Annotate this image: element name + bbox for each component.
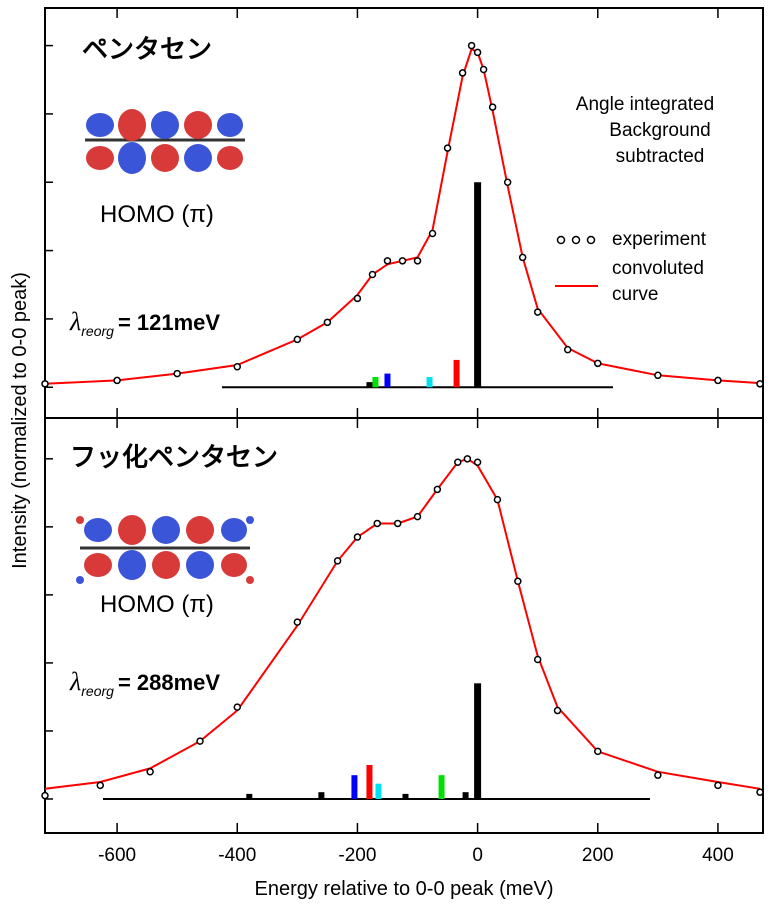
data-point	[553, 706, 562, 715]
stick-bar	[366, 382, 373, 388]
lambda-label: λreorg = 288meV	[69, 667, 220, 699]
data-point	[594, 359, 602, 368]
molecule-top	[85, 109, 245, 174]
data-point	[533, 655, 542, 664]
stick-bar	[372, 377, 379, 388]
lambda-subscript: reorg	[81, 683, 114, 699]
stick-bar	[384, 373, 391, 388]
data-point	[333, 557, 342, 565]
orbital-label: HOMO (π)	[100, 591, 214, 618]
data-point	[353, 294, 362, 303]
x-tick-label: -200	[338, 845, 376, 866]
data-point	[454, 458, 462, 466]
x-tick-label: -600	[98, 845, 136, 866]
x-tick-label: 0	[472, 845, 483, 866]
data-point	[714, 781, 722, 790]
stick-bar	[474, 182, 482, 388]
data-point	[443, 144, 452, 152]
stick-bar	[351, 775, 358, 799]
data-point	[173, 369, 181, 378]
annotation: Angle integrated	[575, 94, 715, 115]
data-point	[473, 458, 482, 466]
stick-bar	[246, 793, 253, 799]
data-point	[41, 380, 49, 388]
molecule-bottom	[76, 515, 254, 584]
lambda-symbol: λ	[69, 307, 81, 336]
fit-curve	[44, 47, 761, 385]
data-point	[514, 577, 522, 586]
stick-bar	[453, 359, 460, 388]
data-point	[458, 69, 467, 77]
data-point	[488, 103, 497, 111]
data-point	[413, 257, 422, 265]
stick-bar	[375, 783, 382, 799]
data-point	[503, 178, 512, 186]
lambda-symbol: λ	[69, 667, 81, 696]
data-point	[353, 533, 362, 541]
plot-frame	[44, 417, 764, 834]
data-point	[463, 455, 472, 463]
panel-title: フッ化ペンタセン	[70, 442, 278, 472]
x-tick-label: -400	[218, 845, 256, 866]
panel-title: ペンタセン	[82, 34, 212, 64]
data-point	[756, 788, 764, 796]
stick-bar	[462, 792, 469, 799]
stick-bar	[318, 792, 325, 799]
data-point	[533, 308, 542, 316]
data-point	[473, 48, 482, 57]
data-point	[96, 781, 105, 790]
data-point	[563, 345, 572, 354]
data-point	[146, 768, 154, 776]
data-point	[479, 65, 488, 74]
data-point	[654, 371, 662, 380]
data-point	[113, 376, 121, 385]
data-point	[196, 737, 204, 745]
x-tick-label: 400	[702, 845, 734, 866]
data-point	[383, 257, 392, 265]
data-point	[756, 380, 764, 388]
y-axis-label: Intensity (normalized to 0-0 peak)	[9, 272, 31, 569]
x-axis-label: Energy relative to 0-0 peak (meV)	[254, 878, 553, 900]
data-point	[233, 363, 242, 371]
data-point	[493, 495, 502, 504]
lambda-value: = 121meV	[118, 310, 220, 335]
lambda-label: λreorg = 121meV	[69, 307, 220, 339]
lambda-subscript: reorg	[81, 323, 114, 339]
data-point	[518, 253, 527, 262]
data-point	[654, 771, 662, 779]
data-point	[293, 618, 302, 626]
data-point	[398, 257, 407, 265]
fit-curve	[44, 457, 761, 790]
data-point	[428, 229, 437, 238]
stick-bar	[402, 793, 409, 799]
orbital-label: HOMO (π)	[100, 201, 214, 228]
legend-label: experiment	[612, 229, 706, 250]
data-point	[373, 519, 382, 528]
data-point	[41, 791, 49, 800]
stick-bar	[366, 764, 373, 799]
data-point	[467, 41, 476, 50]
data-point	[413, 512, 422, 521]
legend-label: convoluted curve	[612, 258, 704, 305]
legend-marker-swatch	[556, 235, 596, 245]
data-point	[594, 747, 602, 756]
data-point	[368, 270, 377, 279]
lambda-value: = 288meV	[118, 670, 220, 695]
data-point	[393, 519, 402, 528]
data-point	[433, 485, 442, 494]
x-tick-label: 200	[582, 845, 614, 866]
stick-bar	[426, 377, 433, 388]
stick-bar	[438, 775, 445, 799]
data-point	[293, 335, 302, 344]
data-point	[233, 703, 242, 711]
data-point	[323, 318, 332, 327]
stick-bar	[474, 683, 482, 799]
data-point	[714, 376, 722, 385]
annotation: Background subtracted	[609, 120, 711, 167]
